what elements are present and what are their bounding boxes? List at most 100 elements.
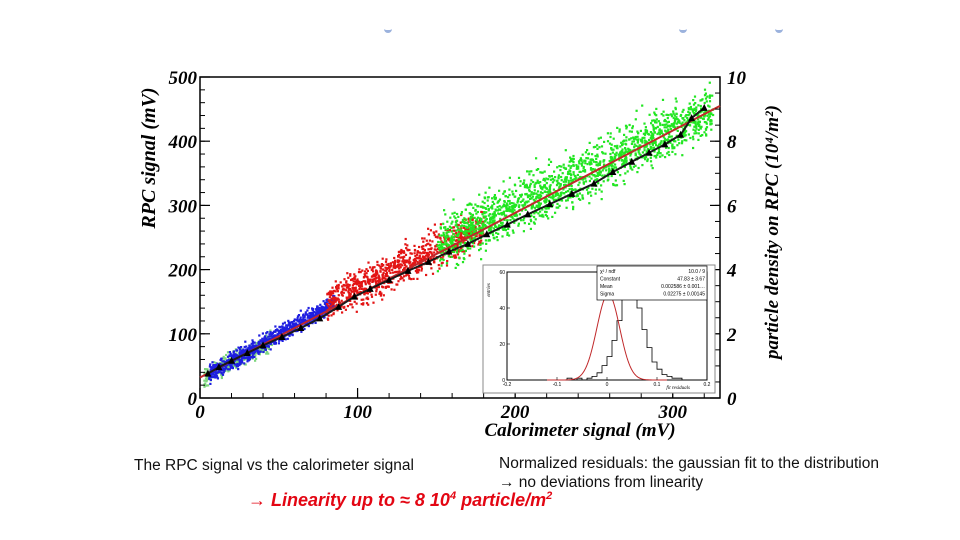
scatter-point xyxy=(226,355,230,358)
scatter-point xyxy=(373,266,376,269)
scatter-point xyxy=(342,283,345,287)
profile-marker xyxy=(278,333,286,341)
scatter-point xyxy=(697,114,700,117)
scatter-point xyxy=(253,355,256,359)
scatter-point xyxy=(428,239,431,242)
scatter-point xyxy=(643,156,646,159)
scatter-point xyxy=(519,194,522,197)
scatter-point xyxy=(378,291,382,294)
scatter-point xyxy=(376,263,379,266)
scatter-point xyxy=(381,277,384,280)
scatter-point xyxy=(404,243,407,246)
scatter-point xyxy=(630,130,633,133)
scatter-point xyxy=(596,155,599,158)
scatter-point xyxy=(508,176,511,179)
scatter-point xyxy=(601,169,604,172)
scatter-point xyxy=(659,143,662,146)
scatter-point xyxy=(482,215,485,218)
scatter-point xyxy=(497,232,500,235)
scatter-point xyxy=(464,208,467,211)
scatter-point xyxy=(623,161,626,164)
scatter-point xyxy=(458,230,461,233)
scatter-point xyxy=(550,175,553,178)
scatter-point xyxy=(618,159,621,162)
scatter-point xyxy=(413,244,416,247)
scatter-point xyxy=(304,311,307,314)
scatter-point xyxy=(541,192,544,195)
scatter-point xyxy=(478,231,481,235)
scatter-point xyxy=(244,340,247,343)
scatter-point xyxy=(290,325,294,328)
scatter-point xyxy=(625,127,628,130)
scatter-point xyxy=(454,229,457,232)
scatter-point xyxy=(508,188,511,191)
scatter-point xyxy=(656,125,659,128)
header-fragment xyxy=(384,14,392,33)
scatter-point xyxy=(671,147,674,150)
scatter-point xyxy=(220,376,223,380)
scatter-point xyxy=(500,224,503,227)
stat-label: Sigma xyxy=(600,292,614,298)
scatter-point xyxy=(692,99,695,102)
scatter-point xyxy=(664,129,667,132)
scatter-point xyxy=(343,278,346,281)
scatter-point xyxy=(635,109,638,112)
scatter-point xyxy=(515,204,518,207)
scatter-point xyxy=(408,277,411,280)
scatter-point xyxy=(634,153,637,156)
scatter-point xyxy=(568,172,571,175)
scatter-point xyxy=(537,205,540,208)
scatter-point xyxy=(470,233,473,236)
scatter-point xyxy=(465,233,468,236)
scatter-point xyxy=(622,152,625,155)
scatter-point xyxy=(659,123,662,127)
scatter-point xyxy=(481,242,484,245)
scatter-point xyxy=(299,321,302,324)
scatter-point xyxy=(446,244,449,247)
scatter-point xyxy=(274,342,277,345)
scatter-point xyxy=(423,258,426,261)
scatter-point xyxy=(454,217,457,220)
scatter-point xyxy=(278,331,281,335)
scatter-point xyxy=(259,339,262,342)
scatter-point xyxy=(572,157,575,161)
scatter-point xyxy=(254,359,257,362)
scatter-point xyxy=(520,209,524,212)
scatter-point xyxy=(535,157,538,160)
scatter-point xyxy=(424,254,428,257)
scatter-point xyxy=(698,123,701,126)
scatter-point xyxy=(346,305,349,308)
scatter-point xyxy=(663,126,666,129)
scatter-point xyxy=(580,164,584,167)
scatter-point xyxy=(404,259,407,262)
scatter-point xyxy=(381,268,384,271)
scatter-point xyxy=(362,289,365,292)
scatter-point xyxy=(612,158,615,161)
scatter-point xyxy=(211,371,214,375)
scatter-point xyxy=(335,284,339,287)
scatter-point xyxy=(517,224,520,227)
scatter-point xyxy=(232,354,235,357)
scatter-point xyxy=(582,178,585,181)
scatter-point xyxy=(291,326,294,329)
scatter-point xyxy=(610,147,613,150)
scatter-point xyxy=(364,283,367,286)
scatter-point xyxy=(263,336,266,339)
scatter-point xyxy=(399,263,402,266)
scatter-point xyxy=(572,173,575,176)
scatter-point xyxy=(558,185,561,188)
scatter-point xyxy=(220,375,223,378)
scatter-point xyxy=(653,150,656,153)
scatter-point xyxy=(571,180,574,183)
scatter-point xyxy=(629,164,632,167)
scatter-point xyxy=(478,193,481,196)
scatter-point xyxy=(450,235,453,238)
scatter-point xyxy=(544,210,547,213)
scatter-point xyxy=(251,351,254,354)
scatter-point xyxy=(351,306,354,309)
scatter-point xyxy=(306,313,309,316)
scatter-point xyxy=(473,242,476,245)
scatter-point xyxy=(666,121,669,124)
scatter-point xyxy=(557,206,560,209)
scatter-point xyxy=(645,130,649,133)
